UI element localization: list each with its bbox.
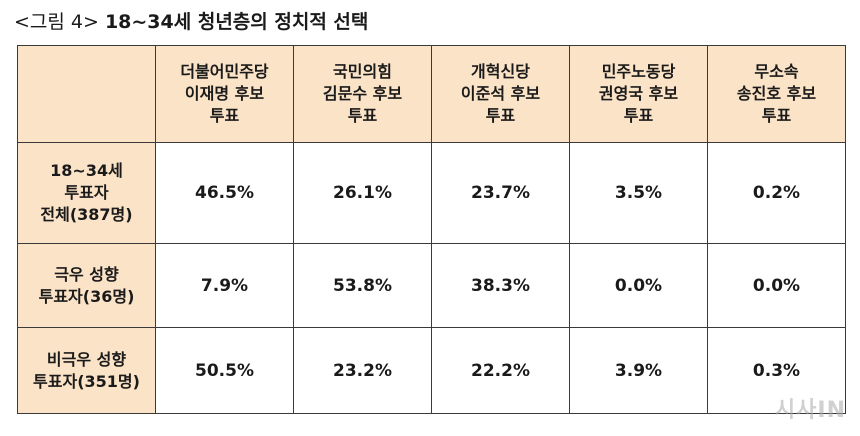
column-header: 무소속 송진호 후보 투표 bbox=[707, 45, 846, 143]
column-header: 민주노동당 권영국 후보 투표 bbox=[569, 45, 708, 143]
results-table: 더불어민주당 이재명 후보 투표 국민의힘 김문수 후보 투표 개혁신당 이준석… bbox=[17, 45, 846, 414]
table-row: 비극우 성향 투표자(351명) 50.5% 23.2% 22.2% 3.9% … bbox=[17, 327, 846, 414]
table-cell: 0.0% bbox=[707, 243, 846, 328]
row-header: 18~34세 투표자 전체(387명) bbox=[17, 142, 156, 244]
watermark-logo: 시사IN bbox=[774, 398, 846, 423]
figure-title: <그림 4> 18~34세 청년층의 정치적 선택 bbox=[14, 8, 368, 36]
table-cell: 38.3% bbox=[431, 243, 570, 328]
table-cell: 23.2% bbox=[293, 327, 432, 414]
figure-title-text: 18~34세 청년층의 정치적 선택 bbox=[104, 11, 369, 33]
table-cell: 3.9% bbox=[569, 327, 708, 414]
table-cell: 0.0% bbox=[569, 243, 708, 328]
table-cell: 26.1% bbox=[293, 142, 432, 244]
table-cell: 50.5% bbox=[155, 327, 294, 414]
table-cell: 0.2% bbox=[707, 142, 846, 244]
table-cell: 7.9% bbox=[155, 243, 294, 328]
corner-cell bbox=[17, 45, 156, 143]
column-header: 국민의힘 김문수 후보 투표 bbox=[293, 45, 432, 143]
table-cell: 53.8% bbox=[293, 243, 432, 328]
column-header: 더불어민주당 이재명 후보 투표 bbox=[155, 45, 294, 143]
table-cell: 0.3% bbox=[707, 327, 846, 414]
row-header: 극우 성향 투표자(36명) bbox=[17, 243, 156, 328]
table-row: 18~34세 투표자 전체(387명) 46.5% 26.1% 23.7% 3.… bbox=[17, 142, 846, 244]
row-header: 비극우 성향 투표자(351명) bbox=[17, 327, 156, 414]
table-header-row: 더불어민주당 이재명 후보 투표 국민의힘 김문수 후보 투표 개혁신당 이준석… bbox=[17, 45, 846, 143]
table-row: 극우 성향 투표자(36명) 7.9% 53.8% 38.3% 0.0% 0.0… bbox=[17, 243, 846, 328]
column-header: 개혁신당 이준석 후보 투표 bbox=[431, 45, 570, 143]
table-cell: 3.5% bbox=[569, 142, 708, 244]
figure-label: <그림 4> bbox=[14, 11, 99, 33]
table-cell: 23.7% bbox=[431, 142, 570, 244]
table-cell: 22.2% bbox=[431, 327, 570, 414]
table-cell: 46.5% bbox=[155, 142, 294, 244]
